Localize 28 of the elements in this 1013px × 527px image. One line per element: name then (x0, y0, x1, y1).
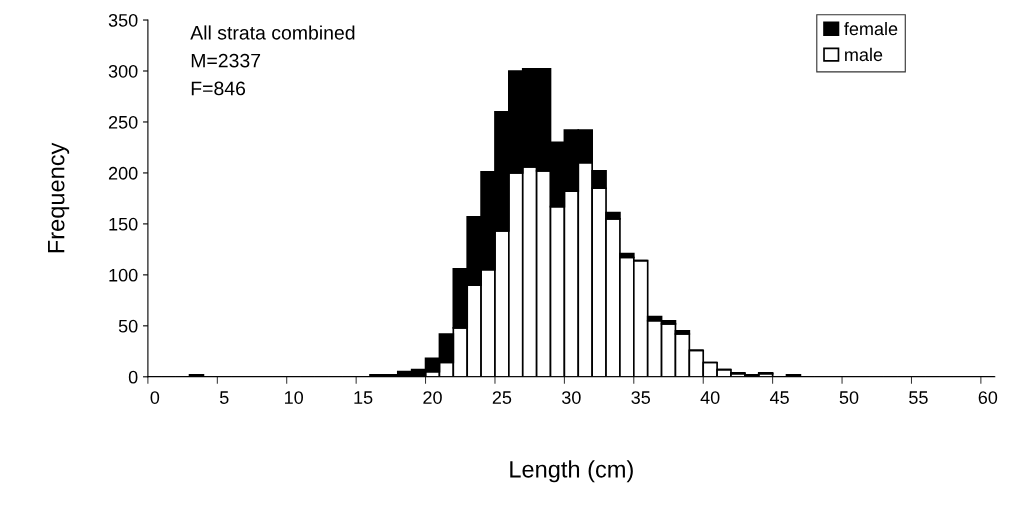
x-tick-label: 50 (839, 391, 859, 404)
x-tick-label: 15 (354, 391, 373, 404)
y-tick-label: 0 (128, 370, 138, 384)
y-tick-label: 200 (108, 166, 138, 180)
annotation: F=846 (191, 81, 246, 96)
y-tick-label: 50 (118, 319, 138, 333)
legend-label: male (845, 47, 883, 62)
x-tick-label: 20 (423, 391, 442, 404)
x-tick-label: 25 (492, 391, 512, 404)
legend-label: female (844, 22, 898, 36)
x-tick-label: 35 (631, 391, 651, 404)
y-tick-label: 250 (108, 115, 138, 129)
x-tick-label: 45 (769, 391, 789, 404)
x-tick-label: 0 (150, 391, 160, 404)
x-tick-label: 60 (978, 391, 998, 404)
y-tick-label: 100 (109, 268, 138, 282)
x-tick-label: 40 (700, 391, 720, 404)
x-tick-label: 30 (561, 391, 581, 404)
x-tick-label: 10 (285, 391, 304, 404)
x-tick-label: 55 (909, 391, 928, 404)
x-axis-title: Length (cm) (510, 460, 633, 483)
y-axis-title: Frequency (48, 142, 70, 253)
x-tick-label: 5 (219, 391, 229, 404)
y-tick-label: 300 (108, 64, 138, 78)
y-tick-label: 150 (109, 217, 138, 231)
y-tick-label: 350 (108, 13, 138, 27)
annotation: All strata combined (190, 25, 355, 40)
annotation: M=2337 (191, 53, 261, 68)
